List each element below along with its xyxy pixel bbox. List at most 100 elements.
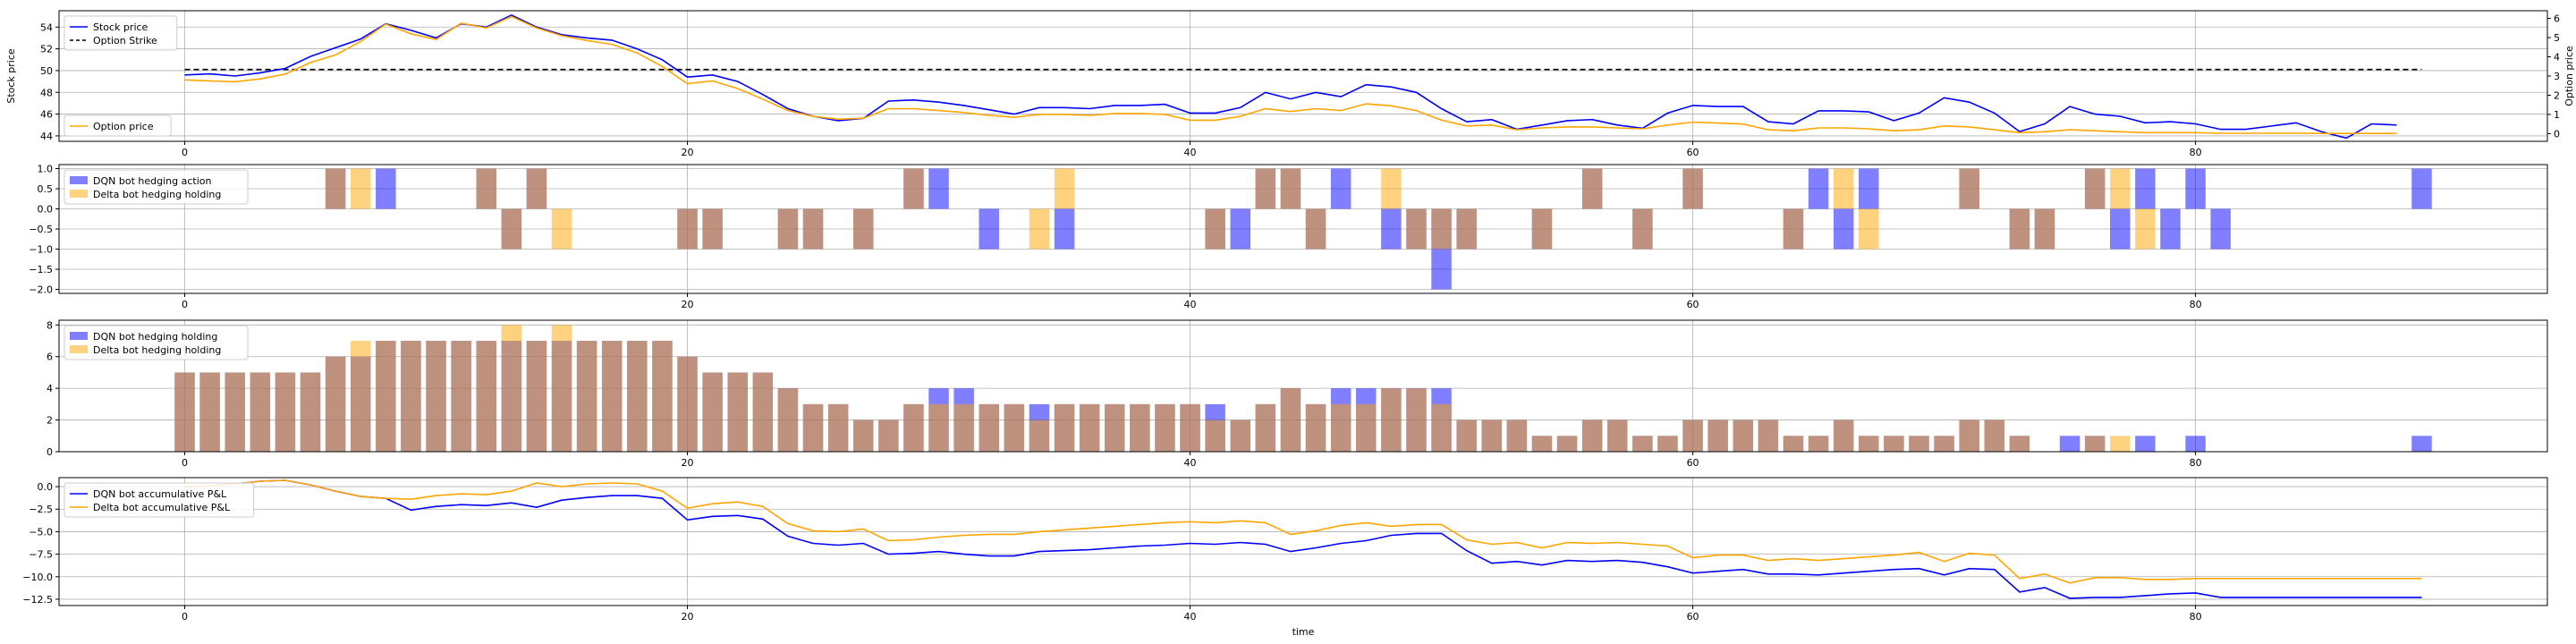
legend-label: Delta bot hedging holding <box>93 189 221 200</box>
y-tick-label: −2.5 <box>29 504 53 515</box>
bar <box>979 403 999 452</box>
y-tick-label: 46 <box>40 109 53 121</box>
accumulative-pnl-panel: 0 20 40 60 80 −12.5 −10.0 −7.5 −5.0 −2.5 0.0 time DQ… <box>22 477 2548 638</box>
legend-swatch <box>70 190 88 198</box>
y-tick-label: −1.0 <box>29 244 53 256</box>
bar <box>2160 208 2181 250</box>
bar <box>2009 208 2030 250</box>
legend-label: Option Strike <box>93 35 157 47</box>
x-tick-label: 0 <box>182 611 188 623</box>
bar <box>1859 208 1879 250</box>
bar <box>1230 208 1250 250</box>
bar <box>426 341 446 452</box>
bar <box>727 372 748 452</box>
x-tick-label: 0 <box>182 147 188 158</box>
bar <box>2135 208 2156 250</box>
bar <box>1330 168 1352 209</box>
y-tick-label: −7.5 <box>29 549 53 561</box>
bar <box>501 208 522 250</box>
bar <box>1859 436 1879 452</box>
x-tick-label: 80 <box>2190 299 2202 310</box>
bar <box>777 208 799 250</box>
axes-frame <box>58 164 2548 294</box>
bar <box>1381 168 1402 209</box>
bar <box>1808 436 1829 452</box>
bar <box>2084 436 2106 452</box>
bar <box>1481 419 1502 452</box>
y2-tick-label: 3 <box>2554 71 2560 82</box>
bar <box>1632 208 1653 250</box>
plot-area <box>184 14 2422 140</box>
bar <box>903 168 924 209</box>
legend: DQN bot hedging action Delta bot hedging … <box>64 169 249 205</box>
plot-area <box>174 325 2432 452</box>
bar <box>476 341 496 452</box>
x-tick-label: 60 <box>1687 299 1699 310</box>
bar <box>1581 168 1603 209</box>
y-tick-label: −12.5 <box>22 594 53 606</box>
x-tick-label: 80 <box>2190 457 2202 469</box>
x-tick-label: 60 <box>1687 611 1699 623</box>
bar <box>1230 419 1250 452</box>
x-tick-label: 0 <box>182 457 188 469</box>
bar <box>1180 403 1200 452</box>
bar <box>1105 403 1125 452</box>
bar <box>1381 388 1402 452</box>
bar <box>1808 168 1829 209</box>
bar <box>1758 419 1779 452</box>
y-tick-label: −2.0 <box>29 284 53 296</box>
bar <box>2084 168 2106 209</box>
y-tick-label: 8 <box>47 319 53 331</box>
bar <box>702 208 723 250</box>
legend-label: DQN bot hedging holding <box>93 331 217 343</box>
y-tick-label: 0.0 <box>38 481 54 493</box>
legend-label: DQN bot accumulative P&L <box>93 488 227 500</box>
x-tick-label: 40 <box>1184 299 1197 310</box>
bar <box>1130 403 1150 452</box>
bar <box>551 208 572 250</box>
y-tick-label: 0 <box>47 446 53 458</box>
y2-tick-label: 4 <box>2554 52 2560 64</box>
bar <box>275 372 296 452</box>
legend-label: Stock price <box>93 21 148 33</box>
bar <box>702 372 723 452</box>
y-tick-label: 4 <box>47 383 53 394</box>
bar <box>1959 168 1979 209</box>
bar <box>2034 208 2055 250</box>
bar <box>1581 419 1603 452</box>
bar <box>2411 168 2432 209</box>
bar <box>1155 403 1175 452</box>
y-tick-label: 48 <box>40 87 53 98</box>
bar <box>325 168 346 209</box>
bar <box>2185 168 2206 209</box>
y2-tick-label: 0 <box>2554 128 2560 140</box>
bar <box>1833 208 1854 250</box>
series-line <box>184 15 2397 134</box>
bar <box>827 403 849 452</box>
bar <box>1531 208 1553 250</box>
bar <box>1934 436 1954 452</box>
bar <box>601 341 623 452</box>
bar <box>1657 436 1678 452</box>
legend-label: Option price <box>93 121 154 132</box>
bar <box>1205 208 1225 250</box>
x-tick-label: 20 <box>682 299 694 310</box>
bar <box>1733 419 1754 452</box>
bar <box>551 325 572 452</box>
bar <box>652 341 673 452</box>
axes-frame <box>58 10 2548 142</box>
y2-tick-label: 1 <box>2554 109 2560 121</box>
bar <box>1682 419 1703 452</box>
bar <box>852 419 874 452</box>
plot-area <box>325 168 2432 290</box>
bar <box>1205 419 1225 452</box>
legend-box <box>64 482 255 518</box>
bar <box>1959 419 1979 452</box>
legend-box <box>64 325 249 360</box>
bar <box>1079 403 1100 452</box>
bar <box>376 168 396 209</box>
bar <box>1255 403 1276 452</box>
bar <box>1431 208 1452 250</box>
bar <box>2009 436 2030 452</box>
y-axis-label: Stock price <box>5 48 17 104</box>
